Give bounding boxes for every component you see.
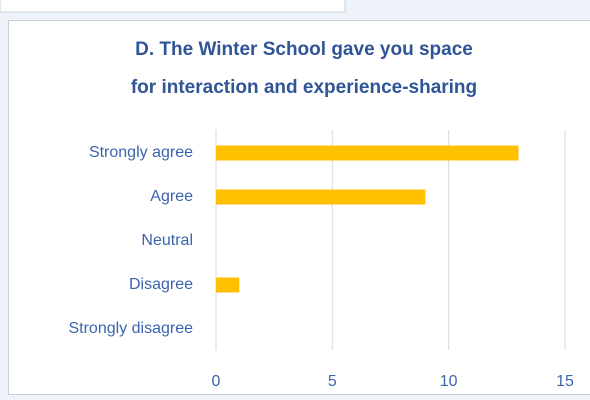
- bar: [216, 189, 426, 205]
- x-tick-label: 0: [212, 373, 221, 390]
- y-tick-label: Strongly agree: [89, 144, 193, 161]
- y-tick-label: Disagree: [129, 276, 193, 293]
- x-tick-label: 5: [328, 373, 337, 390]
- bar: [216, 277, 240, 293]
- x-tick-label: 15: [556, 373, 574, 390]
- chart-title: D. The Winter School gave you space: [135, 39, 473, 60]
- y-tick-label: Agree: [150, 188, 193, 205]
- bar: [216, 145, 519, 161]
- y-tick-label: Strongly disagree: [68, 320, 193, 337]
- chart-title: for interaction and experience-sharing: [131, 77, 477, 98]
- x-tick-label: 10: [440, 373, 458, 390]
- chart-panel: [8, 20, 590, 395]
- y-tick-label: Neutral: [141, 232, 193, 249]
- previous-panel: [0, 0, 346, 13]
